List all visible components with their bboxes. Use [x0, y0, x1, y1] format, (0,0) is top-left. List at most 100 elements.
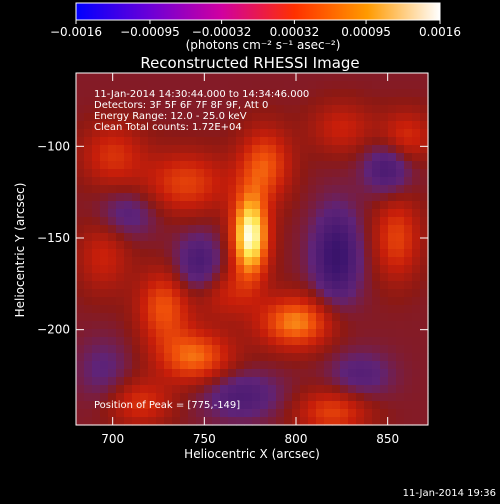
heatmap-cell [380, 369, 389, 378]
heatmap-cell [268, 321, 277, 330]
heatmap-cell [132, 305, 141, 314]
heatmap-cell [268, 289, 277, 298]
heatmap-cell [220, 201, 229, 210]
heatmap-cell [84, 289, 93, 298]
heatmap-cell [156, 217, 165, 226]
heatmap-cell [244, 225, 253, 234]
heatmap-cell [332, 297, 341, 306]
heatmap-cell [324, 113, 333, 122]
heatmap-cell [196, 417, 205, 426]
x-axis-tick-label: 700 [101, 432, 124, 446]
heatmap-cell [148, 409, 157, 418]
heatmap-cell [164, 145, 173, 154]
heatmap-cell [132, 129, 141, 138]
heatmap-cell [228, 177, 237, 186]
heatmap-cell [84, 337, 93, 346]
colorbar-tick-label: 0.0016 [419, 25, 461, 39]
heatmap-cell [124, 377, 133, 386]
heatmap-cell [204, 281, 213, 290]
heatmap-cell [340, 121, 349, 130]
heatmap-cell [244, 385, 253, 394]
y-axis-title: Heliocentric Y (arcsec) [13, 183, 27, 318]
heatmap-cell [108, 89, 117, 98]
heatmap-cell [276, 113, 285, 122]
heatmap-cell [108, 393, 117, 402]
heatmap-cell [132, 153, 141, 162]
heatmap-cell [340, 329, 349, 338]
heatmap-cell [236, 97, 245, 106]
heatmap-cell [252, 345, 261, 354]
heatmap-cell [300, 249, 309, 258]
heatmap-cell [364, 233, 373, 242]
heatmap-cell [228, 233, 237, 242]
heatmap-cell [212, 417, 221, 426]
heatmap-cell [244, 345, 253, 354]
heatmap-cell [324, 393, 333, 402]
heatmap-cell [284, 217, 293, 226]
heatmap-cell [300, 313, 309, 322]
heatmap-cell [316, 353, 325, 362]
heatmap-cell [316, 97, 325, 106]
heatmap-cell [148, 353, 157, 362]
heatmap-cell [372, 409, 381, 418]
heatmap-cell [252, 329, 261, 338]
heatmap-cell [388, 201, 397, 210]
heatmap-cell [404, 185, 413, 194]
heatmap-cell [212, 369, 221, 378]
heatmap-cell [220, 113, 229, 122]
heatmap-cell [140, 353, 149, 362]
heatmap-cell [292, 185, 301, 194]
heatmap-cell [364, 97, 373, 106]
heatmap-cell [348, 393, 357, 402]
heatmap-cell [180, 393, 189, 402]
heatmap-cell [204, 393, 213, 402]
heatmap-cell [308, 273, 317, 282]
heatmap-cell [260, 377, 269, 386]
heatmap-cell [228, 417, 237, 426]
heatmap-cell [324, 233, 333, 242]
heatmap-cell [276, 377, 285, 386]
heatmap-cell [140, 361, 149, 370]
heatmap-cell [284, 289, 293, 298]
heatmap-cell [140, 417, 149, 426]
y-axis-tick-label: −200 [37, 323, 70, 337]
heatmap-cell [188, 385, 197, 394]
heatmap-cell [100, 153, 109, 162]
heatmap-cell [212, 97, 221, 106]
heatmap-cell [188, 241, 197, 250]
heatmap-cell [332, 177, 341, 186]
heatmap-cell [396, 265, 405, 274]
heatmap-cell [420, 241, 429, 250]
heatmap-cell [404, 393, 413, 402]
heatmap-cell [284, 209, 293, 218]
heatmap-cell [308, 217, 317, 226]
heatmap-cell [180, 161, 189, 170]
heatmap-cell [180, 265, 189, 274]
heatmap-cell [404, 345, 413, 354]
heatmap-cell [420, 105, 429, 114]
heatmap-cell [260, 337, 269, 346]
heatmap-cell [332, 265, 341, 274]
heatmap-cell [260, 409, 269, 418]
footer-timestamp: 11-Jan-2014 19:36 [403, 488, 496, 499]
heatmap-cell [372, 417, 381, 426]
heatmap-cell [324, 81, 333, 90]
heatmap-cell [372, 401, 381, 410]
heatmap-cell [140, 385, 149, 394]
heatmap-cell [220, 137, 229, 146]
heatmap-cell [236, 233, 245, 242]
heatmap-cell [388, 297, 397, 306]
heatmap-cell [276, 345, 285, 354]
heatmap-cell [292, 201, 301, 210]
heatmap-cell [348, 417, 357, 426]
heatmap-cell [412, 89, 421, 98]
heatmap-cell [124, 297, 133, 306]
colorbar-ticks [75, 20, 441, 24]
heatmap-cell [260, 265, 269, 274]
heatmap-cell [412, 369, 421, 378]
heatmap-cell [220, 305, 229, 314]
heatmap-cell [412, 337, 421, 346]
heatmap-cell [268, 401, 277, 410]
heatmap-cell [228, 225, 237, 234]
